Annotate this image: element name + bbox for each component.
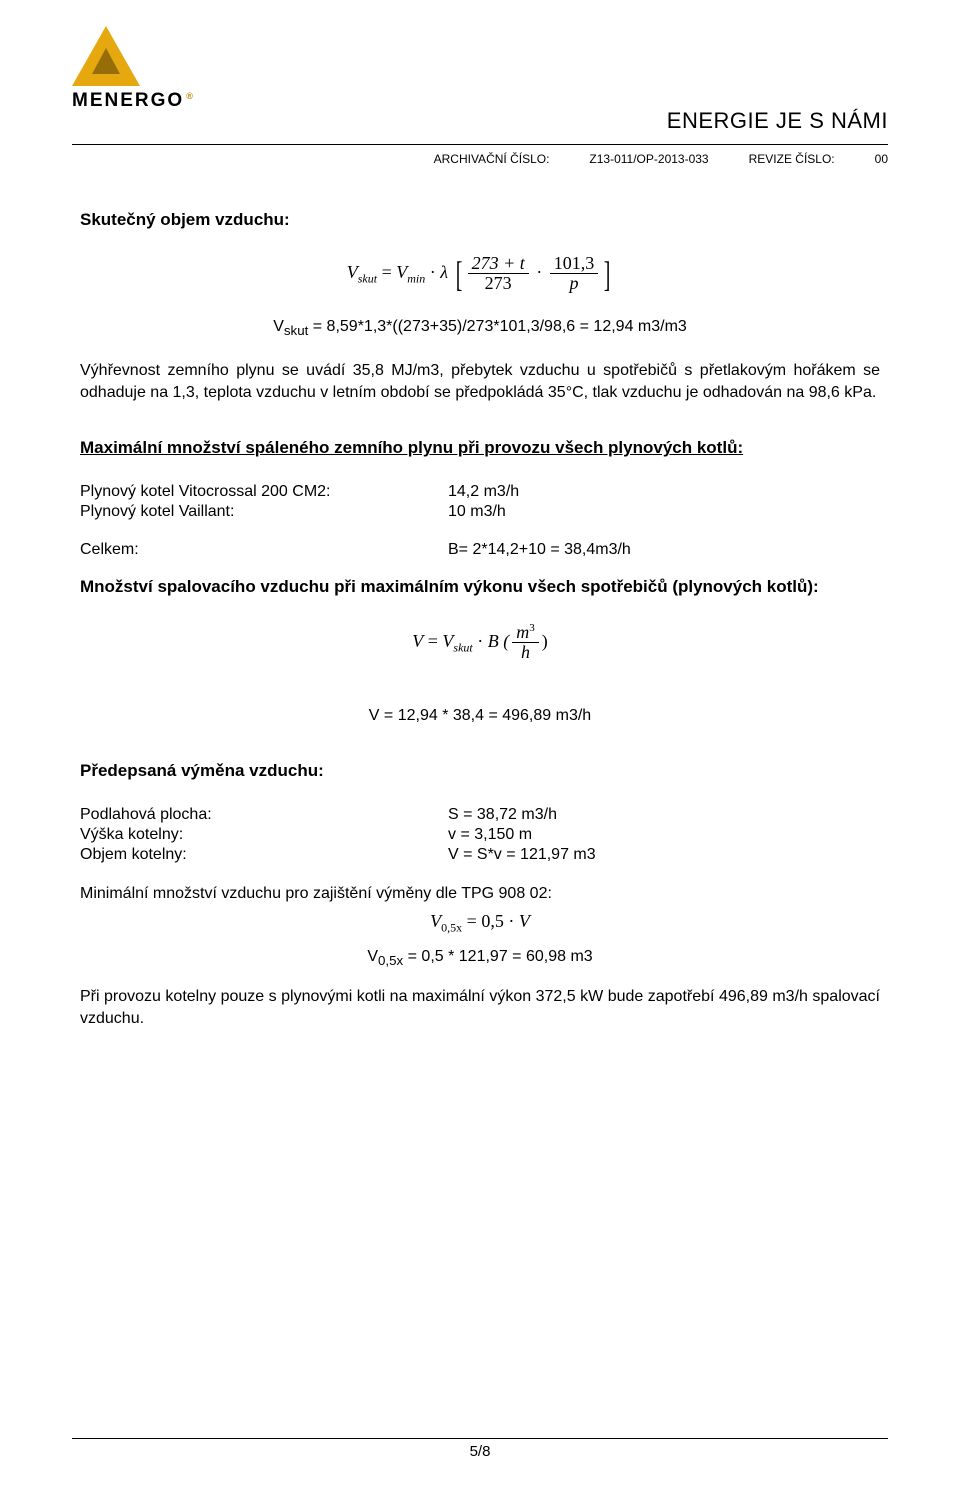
header-divider: [72, 144, 888, 145]
eq4-mid: = 0,5 ·: [462, 911, 519, 931]
eq3-Vskut: V: [442, 631, 453, 651]
boiler-vaillant-label: Plynový kotel Vaillant:: [80, 502, 448, 522]
eq3-frac-den: h: [512, 643, 539, 663]
eq3-Vskut-sub: skut: [453, 641, 472, 655]
archive-label: ARCHIVAČNÍ ČÍSLO:: [434, 152, 550, 166]
table-room-dimensions: Podlahová plocha: S = 38,72 m3/h Výška k…: [80, 805, 880, 865]
header-rule: [72, 140, 888, 145]
eq4-V2: V: [519, 911, 530, 931]
eq4-result-line: V0,5x = 0,5 * 121,97 = 60,98 m3: [80, 946, 880, 971]
eq-frac2-den: p: [550, 274, 599, 294]
revision-value: 00: [875, 152, 888, 166]
section-title-max-gas-burned: Maximální množství spáleného zemního ply…: [80, 438, 880, 458]
floor-area-value: S = 38,72 m3/h: [448, 805, 880, 825]
eq3-B: B (: [488, 631, 510, 651]
table-row: Podlahová plocha: S = 38,72 m3/h: [80, 805, 880, 825]
eq-equals: =: [377, 262, 396, 282]
volume-value: V = S*v = 121,97 m3: [448, 845, 880, 865]
section-title-combustion-air-amount: Množství spalovacího vzduchu při maximál…: [80, 576, 880, 599]
total-label: Celkem:: [80, 540, 448, 560]
eq-dot1: ·: [425, 262, 440, 282]
eq-sym-V: V: [347, 262, 358, 282]
boiler-vitocrossal-value: 14,2 m3/h: [448, 482, 880, 502]
eq3-frac-num: m3: [512, 623, 539, 643]
page-number: 5/8: [470, 1443, 491, 1460]
volume-label: Objem kotelny:: [80, 845, 448, 865]
boiler-vaillant-value: 10 m3/h: [448, 502, 880, 522]
height-label: Výška kotelny:: [80, 825, 448, 845]
eq-frac2: 101,3p: [550, 254, 599, 294]
table-row: Celkem: B= 2*14,2+10 = 38,4m3/h: [80, 540, 880, 560]
section-title-actual-air-volume: Skutečný objem vzduchu:: [80, 210, 880, 230]
equation-vskut-definition: Vskut = Vmin · λ [273 + t273 · 101,3p]: [80, 254, 880, 294]
eq-sym-Vmin: V: [396, 262, 407, 282]
paragraph-min-air-tpg: Minimální množství vzduchu pro zajištění…: [80, 883, 880, 905]
eq3-dot: ·: [473, 631, 488, 651]
boiler-vitocrossal-label: Plynový kotel Vitocrossal 200 CM2:: [80, 482, 448, 502]
total-value: B= 2*14,2+10 = 38,4m3/h: [448, 540, 880, 560]
eq-frac1-den: 273: [468, 274, 529, 294]
equation-v05x: V0,5x = 0,5 · V: [80, 911, 880, 936]
eq-sub-min: min: [407, 272, 425, 286]
height-value: v = 3,150 m: [448, 825, 880, 845]
brand-logo: MENERGO®: [72, 26, 195, 112]
archive-value: Z13-011/OP-2013-033: [589, 152, 708, 166]
table-row: Objem kotelny: V = S*v = 121,97 m3: [80, 845, 880, 865]
page-content: Skutečný objem vzduchu: Vskut = Vmin · λ…: [80, 210, 880, 1047]
revision-label: REVIZE ČÍSLO:: [749, 152, 835, 166]
eq-sub-skut: skut: [358, 272, 377, 286]
brand-name: MENERGO®: [72, 90, 195, 112]
eq4-sub: 0,5x: [441, 921, 462, 935]
eq3-result-line: V = 12,94 * 38,4 = 496,89 m3/h: [80, 705, 880, 727]
section-title-required-air-exchange: Předepsaná výměna vzduchu:: [80, 761, 880, 781]
table-row: Plynový kotel Vaillant: 10 m3/h: [80, 502, 880, 522]
eq3-V: V: [412, 631, 423, 651]
table-boiler-consumption: Plynový kotel Vitocrossal 200 CM2: 14,2 …: [80, 482, 880, 522]
eq3-frac-num-m: m: [516, 622, 529, 642]
header-right: ENERGIE JE S NÁMI: [667, 108, 888, 134]
table-row: Výška kotelny: v = 3,150 m: [80, 825, 880, 845]
eq-lambda: λ: [440, 262, 452, 282]
registered-mark: ®: [186, 91, 195, 101]
eq-frac1: 273 + t273: [468, 254, 529, 294]
eq4-V: V: [430, 911, 441, 931]
equation-V-combustion: V = Vskut · B (m3h): [80, 623, 880, 663]
brand-name-text: MENERGO: [72, 90, 184, 111]
eq-frac2-num: 101,3: [550, 254, 599, 274]
eq3-close: ): [542, 631, 548, 651]
eq3-frac: m3h: [512, 623, 539, 663]
paragraph-conclusion: Při provozu kotelny pouze s plynovými ko…: [80, 986, 880, 1030]
floor-area-label: Podlahová plocha:: [80, 805, 448, 825]
eq-dot2: ·: [532, 262, 547, 282]
footer-divider: [72, 1438, 888, 1439]
brand-triangle-icon: [72, 26, 140, 86]
eq3-frac-num-sup: 3: [529, 622, 535, 634]
table-row: Plynový kotel Vitocrossal 200 CM2: 14,2 …: [80, 482, 880, 502]
page-footer: 5/8: [72, 1438, 888, 1461]
archive-bar: ARCHIVAČNÍ ČÍSLO: Z13-011/OP-2013-033 RE…: [434, 152, 888, 166]
eq-frac1-num: 273 + t: [468, 254, 529, 274]
company-slogan: ENERGIE JE S NÁMI: [667, 108, 888, 134]
eq3-equals: =: [423, 631, 442, 651]
eq-vskut-calc: Vskut = 8,59*1,3*((273+35)/273*101,3/98,…: [80, 316, 880, 341]
paragraph-gas-heating-value: Výhřevnost zemního plynu se uvádí 35,8 M…: [80, 360, 880, 404]
table-total-consumption: Celkem: B= 2*14,2+10 = 38,4m3/h: [80, 540, 880, 560]
